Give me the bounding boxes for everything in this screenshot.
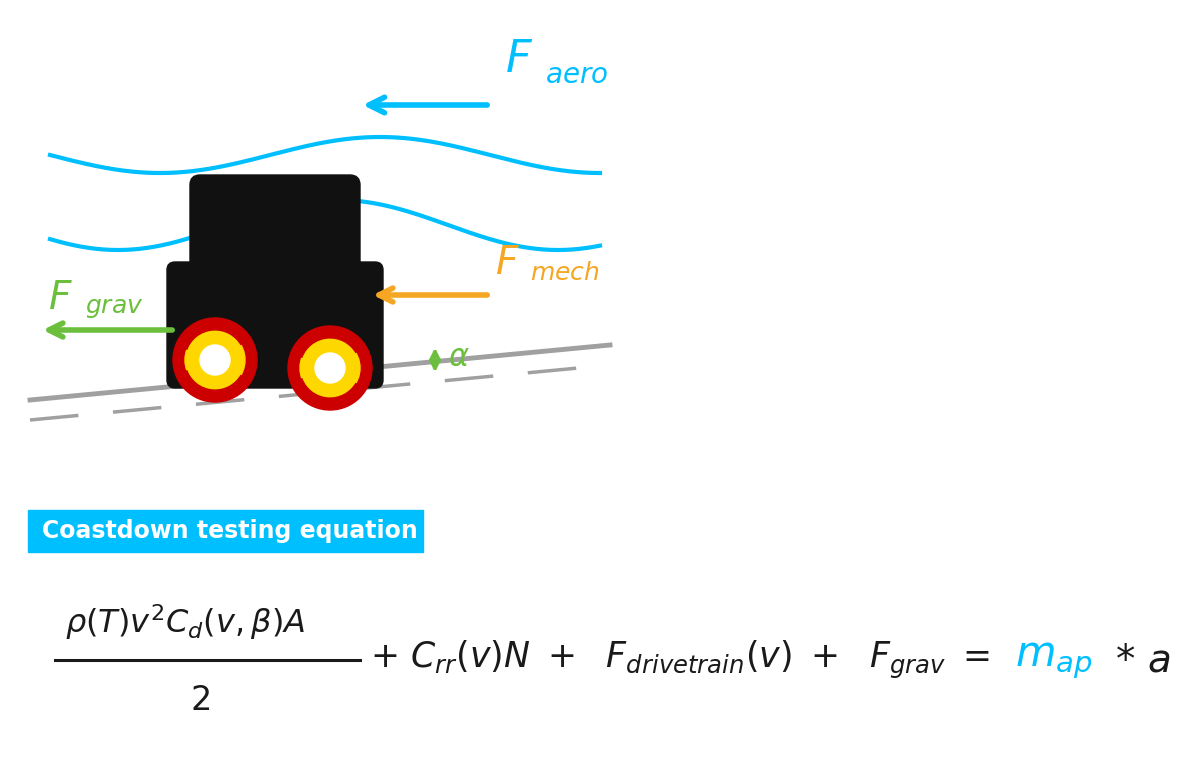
Text: $\mathit{F}$: $\mathit{F}$ (505, 39, 533, 81)
Text: $m_{ap}$: $m_{ap}$ (1015, 639, 1092, 681)
Circle shape (300, 338, 360, 398)
Circle shape (288, 326, 372, 410)
Text: $\mathit{aero}$: $\mathit{aero}$ (545, 61, 608, 89)
Circle shape (314, 353, 346, 383)
Text: Coastdown testing equation: Coastdown testing equation (42, 519, 418, 543)
Circle shape (173, 318, 257, 402)
Text: $\mathit{grav}$: $\mathit{grav}$ (85, 296, 144, 320)
Text: $\mathit{F}$: $\mathit{F}$ (496, 244, 520, 282)
Text: $\mathit{mech}$: $\mathit{mech}$ (530, 261, 600, 285)
Text: $*\ a$: $*\ a$ (1115, 641, 1170, 679)
FancyBboxPatch shape (190, 175, 360, 285)
Text: $\mathit{F}$: $\mathit{F}$ (48, 279, 73, 317)
Text: $2$: $2$ (190, 683, 210, 717)
Text: $\rho(T)v^2C_d(v,\beta)A$: $\rho(T)v^2C_d(v,\beta)A$ (65, 602, 305, 642)
Circle shape (200, 345, 230, 375)
Text: $\mathit{\alpha}$: $\mathit{\alpha}$ (448, 343, 469, 373)
FancyBboxPatch shape (28, 510, 424, 552)
Text: $+\ C_{rr}(v)N\ +\ \ F_{drivetrain}(v)\ +\ \ F_{grav}\ =\ $: $+\ C_{rr}(v)N\ +\ \ F_{drivetrain}(v)\ … (370, 639, 990, 681)
FancyBboxPatch shape (167, 262, 383, 388)
Circle shape (185, 330, 245, 390)
